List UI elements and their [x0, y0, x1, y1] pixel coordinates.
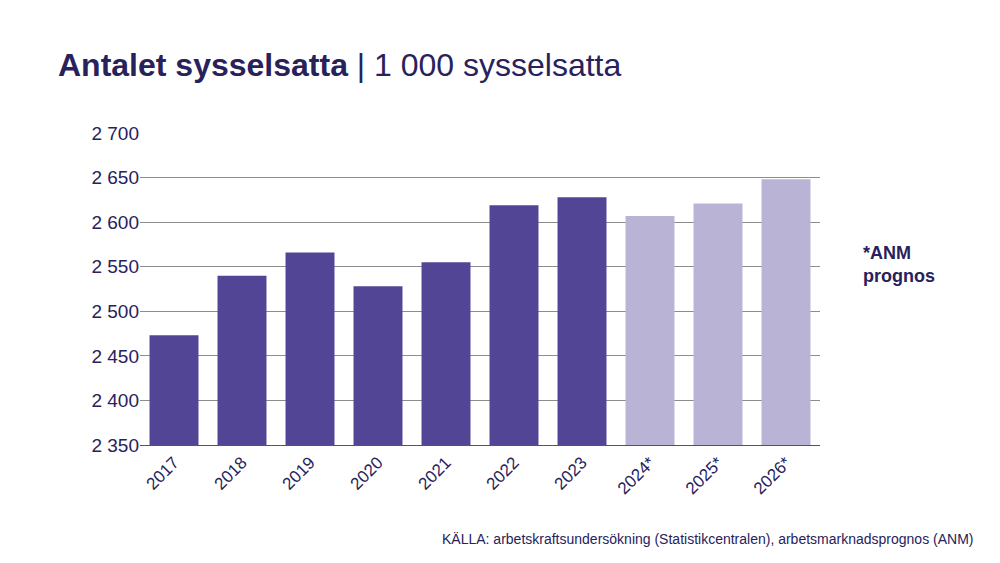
svg-text:2 400: 2 400 — [91, 390, 139, 411]
svg-text:2019: 2019 — [279, 453, 319, 493]
svg-text:2022: 2022 — [483, 453, 523, 493]
svg-text:2025*: 2025* — [682, 453, 727, 498]
svg-text:2020: 2020 — [347, 453, 387, 493]
svg-text:2 650: 2 650 — [91, 167, 139, 188]
svg-text:2026*: 2026* — [750, 453, 795, 498]
svg-text:KÄLLA: arbetskraftsundersöknin: KÄLLA: arbetskraftsundersökning (Statist… — [442, 531, 973, 547]
svg-text:2 350: 2 350 — [91, 435, 139, 456]
svg-text:2017: 2017 — [143, 453, 183, 493]
svg-text:2 450: 2 450 — [91, 346, 139, 367]
svg-text:2023: 2023 — [551, 453, 591, 493]
svg-text:2 600: 2 600 — [91, 212, 139, 233]
svg-text:2021: 2021 — [415, 453, 455, 493]
svg-text:Antalet sysselsatta | 1 000 sy: Antalet sysselsatta | 1 000 sysselsatta — [58, 47, 621, 83]
svg-text:2 550: 2 550 — [91, 256, 139, 277]
svg-text:*ANMprognos: *ANMprognos — [863, 243, 935, 286]
svg-text:2018: 2018 — [211, 453, 251, 493]
svg-text:2024*: 2024* — [614, 453, 659, 498]
svg-text:2 700: 2 700 — [91, 123, 139, 144]
svg-text:2 500: 2 500 — [91, 301, 139, 322]
